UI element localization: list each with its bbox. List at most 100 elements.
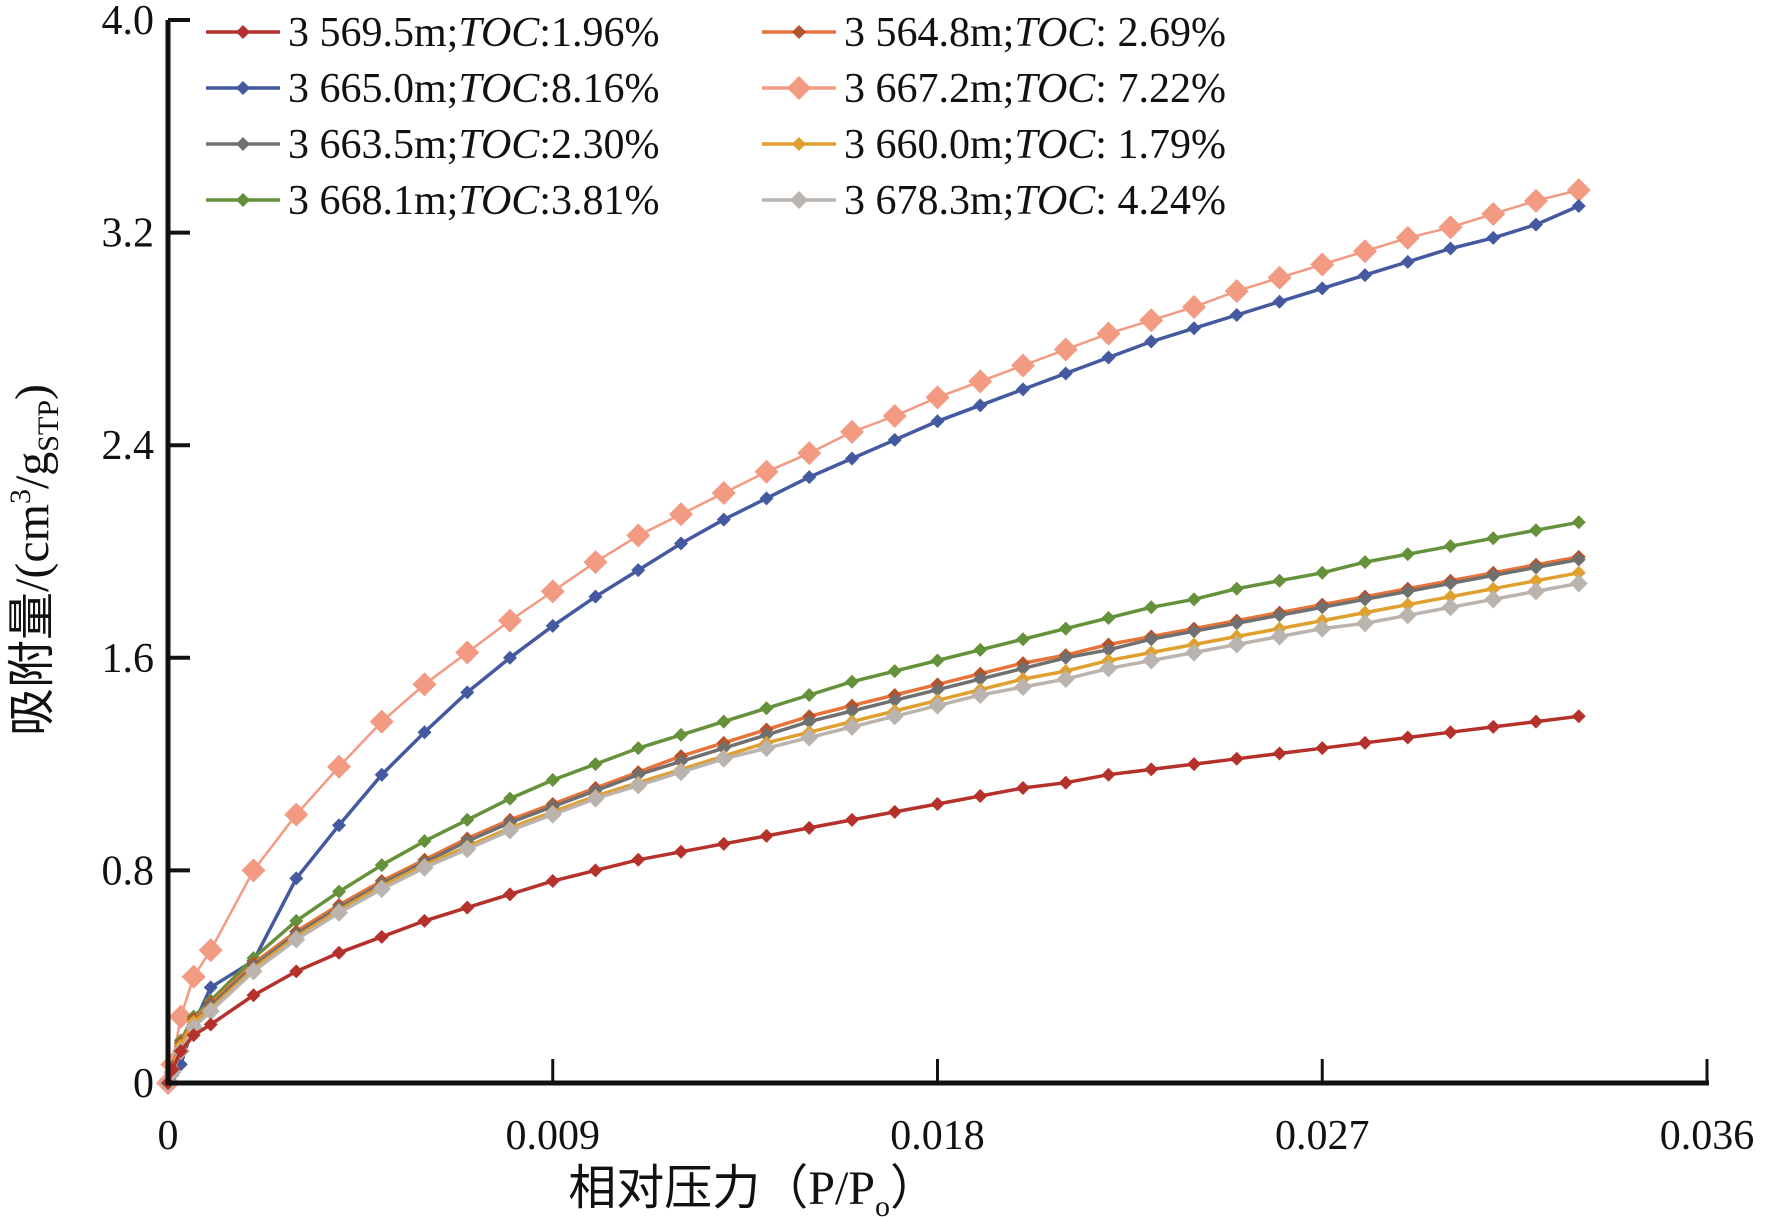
data-point (669, 502, 693, 527)
data-point (631, 767, 646, 782)
data-point (930, 414, 945, 429)
legend-depth: 3 667.2m; (844, 66, 1014, 112)
data-point (1056, 670, 1075, 689)
data-point (716, 714, 731, 729)
legend-label: 3 667.2m;TOC: 7.22% (844, 66, 1226, 112)
legend-depth: 3 569.5m; (288, 10, 458, 56)
data-point (1229, 751, 1244, 766)
x-tick-label: 0.018 (890, 1113, 985, 1159)
legend-item: 3 564.8m;TOC: 2.69% (762, 10, 1226, 56)
data-point (843, 717, 861, 736)
data-point (887, 804, 902, 819)
data-point (631, 741, 646, 756)
data-point (332, 884, 346, 899)
data-point (168, 1004, 193, 1029)
series-line (166, 571, 1580, 1084)
data-point (1058, 366, 1073, 381)
data-point (716, 836, 731, 851)
data-point (716, 512, 731, 527)
legend-depth: 3 678.3m; (844, 178, 1014, 224)
data-point (1529, 523, 1543, 538)
legend-label: 3 668.1m;TOC:3.81% (288, 178, 659, 224)
data-point (415, 858, 434, 877)
data-point (173, 1044, 188, 1059)
legend-swatch-marker (236, 81, 250, 95)
data-point (1142, 651, 1161, 670)
data-point (802, 470, 817, 485)
x-axis-title-sub: o (875, 1190, 890, 1217)
data-point (460, 900, 475, 915)
data-point (1144, 600, 1159, 615)
series-3660.0 (161, 565, 1586, 1090)
legend-depth: 3 660.0m; (844, 122, 1014, 168)
data-point (1529, 217, 1543, 232)
data-point (1016, 382, 1030, 397)
series-3678.3 (159, 574, 1588, 1092)
data-point (887, 432, 902, 447)
legend-toc-value: : 2.69% (1095, 10, 1226, 56)
data-point (1443, 241, 1458, 256)
data-point (1569, 574, 1588, 593)
data-point (374, 929, 389, 944)
series-line (166, 581, 1580, 1084)
legend-swatch-marker (792, 25, 806, 39)
data-point (757, 739, 776, 758)
data-point (1187, 321, 1201, 336)
y-axis-title-sub: STP (32, 400, 65, 452)
data-point (289, 871, 304, 886)
legend-toc-value: : 1.79% (1095, 122, 1226, 168)
data-point (1101, 350, 1116, 365)
data-point (543, 805, 562, 824)
data-point (1358, 605, 1372, 620)
legend-toc-label: TOC (1014, 10, 1096, 56)
data-point (374, 858, 389, 873)
y-axis-title: 吸附量/(cm3/gSTP) (4, 384, 65, 736)
legend-depth: 3 668.1m; (288, 178, 458, 224)
data-point (885, 707, 904, 726)
legend-toc-value: :3.81% (539, 178, 659, 224)
data-point (1229, 616, 1244, 631)
data-point (203, 1017, 218, 1032)
x-tick-label: 0 (158, 1113, 179, 1159)
data-point (246, 988, 261, 1003)
data-point (840, 419, 864, 444)
x-axis-title-close: ） (890, 1162, 938, 1215)
data-point (759, 727, 774, 742)
data-point (1315, 281, 1330, 296)
data-point (1400, 254, 1415, 269)
data-point (882, 403, 907, 428)
data-point (1358, 268, 1372, 283)
legend-depth: 3 665.0m; (288, 66, 458, 112)
data-point (289, 913, 304, 928)
legend-depth: 3 564.8m; (844, 10, 1014, 56)
legend-label: 3 663.5m;TOC:2.30% (288, 122, 659, 168)
series-3667.2 (156, 178, 1591, 1095)
legend-toc-value: : 7.22% (1095, 66, 1226, 112)
data-point (1270, 627, 1289, 646)
data-point (925, 385, 950, 410)
data-point (1358, 735, 1372, 750)
data-point (588, 757, 603, 772)
data-point (181, 964, 206, 989)
data-point (1398, 606, 1417, 625)
series-3665.0 (161, 199, 1586, 1090)
x-tick-label: 0.027 (1275, 1113, 1370, 1159)
series-layer (156, 178, 1591, 1095)
series-line (166, 555, 1580, 1084)
data-point (412, 672, 437, 697)
legend-toc-label: TOC (1014, 66, 1096, 112)
data-point (1358, 555, 1372, 570)
data-point (1139, 308, 1164, 333)
data-point (1443, 589, 1458, 604)
legend-toc-label: TOC (458, 10, 540, 56)
data-point (1529, 714, 1543, 729)
data-point (631, 563, 646, 578)
legend-toc-value: : 4.24% (1095, 178, 1226, 224)
data-point (1144, 762, 1159, 777)
svg-text:相对压力（P/Po）: 相对压力（P/Po） (568, 1162, 938, 1217)
data-point (287, 930, 306, 949)
data-point (802, 820, 817, 835)
series-3668.1 (161, 515, 1586, 1090)
data-point (1486, 581, 1501, 596)
data-point (797, 441, 822, 466)
